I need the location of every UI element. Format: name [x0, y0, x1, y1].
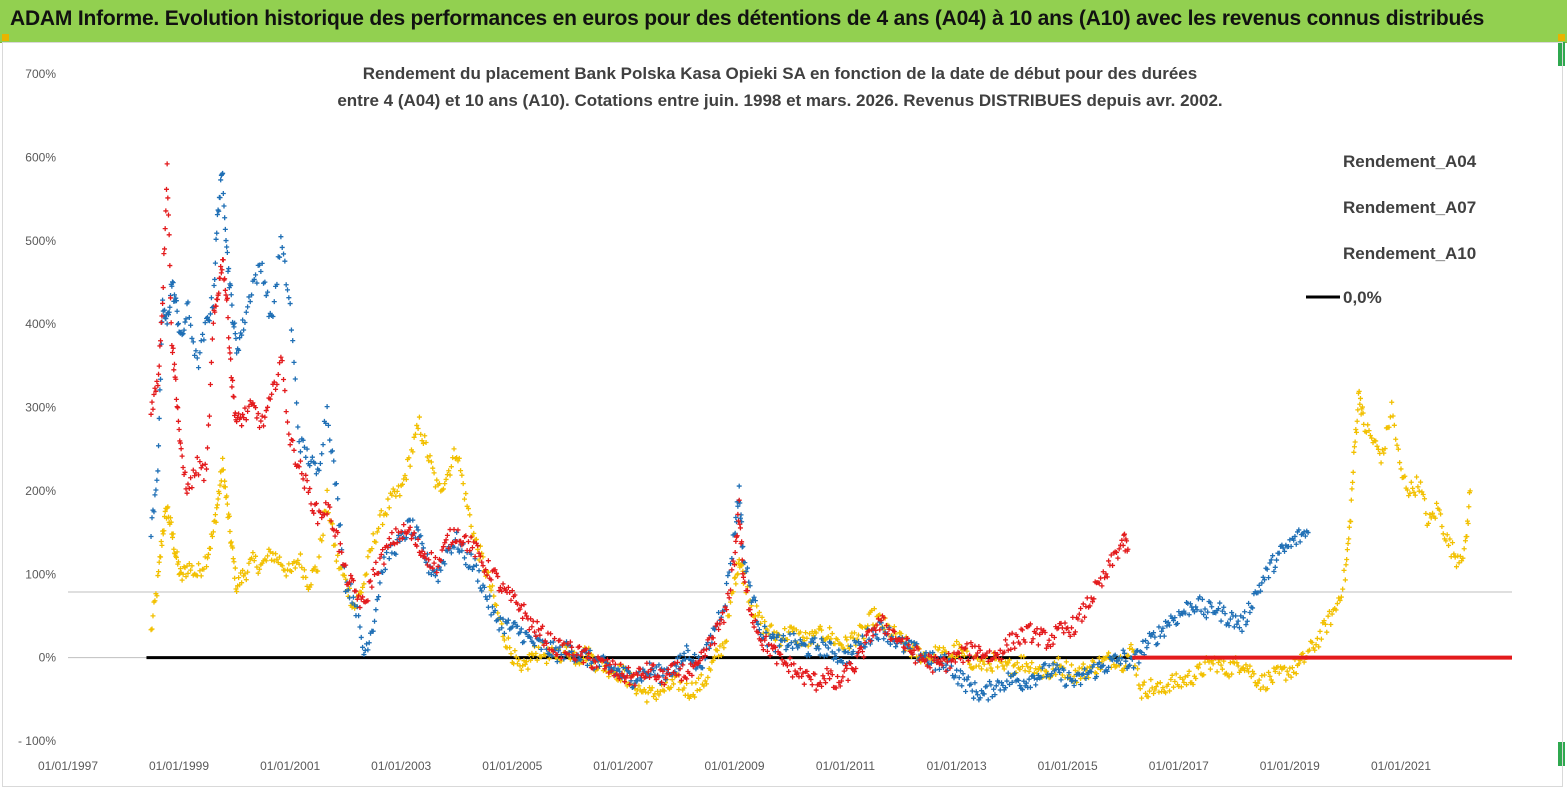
header-banner: ADAM Informe. Evolution historique des p… [0, 0, 1567, 43]
banner-title: ADAM Informe. Evolution historique des p… [10, 7, 1485, 30]
chart-title: Rendement du placement Bank Polska Kasa … [300, 60, 1260, 114]
banner-corner-left [2, 34, 9, 41]
chart-title-line1: Rendement du placement Bank Polska Kasa … [362, 64, 1198, 83]
edge-handle-top [1558, 42, 1565, 66]
banner-corner-right [1558, 34, 1565, 41]
edge-handle-bottom [1558, 742, 1565, 766]
chart-frame [2, 42, 1563, 787]
chart-title-line2: entre 4 (A04) et 10 ans (A10). Cotations… [337, 91, 1223, 110]
